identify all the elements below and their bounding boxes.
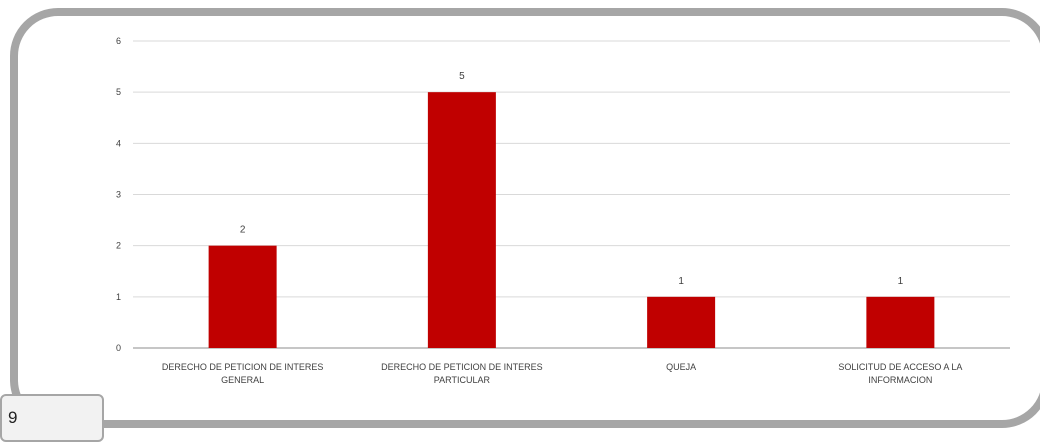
- bar: [208, 245, 277, 348]
- bars: [208, 92, 935, 349]
- bar-data-label: 2: [240, 225, 246, 236]
- bar-data-label: 5: [459, 71, 465, 82]
- gridlines: [133, 40, 1010, 349]
- x-category-label: INFORMACION: [868, 375, 932, 385]
- page-number: 9: [8, 408, 18, 427]
- x-category-label: PARTICULAR: [434, 375, 491, 385]
- y-tick-label: 2: [116, 241, 121, 251]
- x-category-label: SOLICITUD DE ACCESO A LA: [838, 362, 962, 372]
- data-labels: 2 5 1 1: [240, 71, 904, 287]
- y-axis-ticks: 0 1 2 3 4 5 6: [116, 36, 121, 353]
- x-category-label: GENERAL: [221, 375, 264, 385]
- y-tick-label: 3: [116, 190, 121, 200]
- bar: [866, 296, 935, 348]
- y-tick-label: 0: [116, 343, 121, 353]
- y-tick-label: 6: [116, 36, 121, 46]
- x-category-label: QUEJA: [666, 362, 696, 372]
- bar: [647, 296, 716, 348]
- y-tick-label: 1: [116, 292, 121, 302]
- y-tick-label: 5: [116, 87, 121, 97]
- slide-frame: [10, 8, 1040, 428]
- x-category-label: DERECHO DE PETICION DE INTERES: [381, 362, 543, 372]
- bar: [427, 92, 496, 349]
- x-axis-categories: DERECHO DE PETICION DE INTERES GENERAL DER…: [162, 362, 963, 385]
- page-number-tab: [0, 394, 104, 442]
- bar-data-label: 1: [898, 276, 904, 287]
- bar-data-label: 1: [678, 276, 684, 287]
- y-tick-label: 4: [116, 138, 121, 148]
- x-category-label: DERECHO DE PETICION DE INTERES: [162, 362, 324, 372]
